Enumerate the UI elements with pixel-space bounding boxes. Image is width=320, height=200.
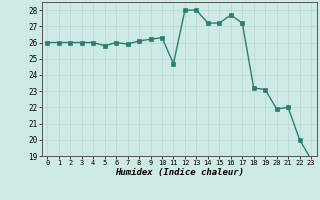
X-axis label: Humidex (Indice chaleur): Humidex (Indice chaleur) (115, 168, 244, 177)
